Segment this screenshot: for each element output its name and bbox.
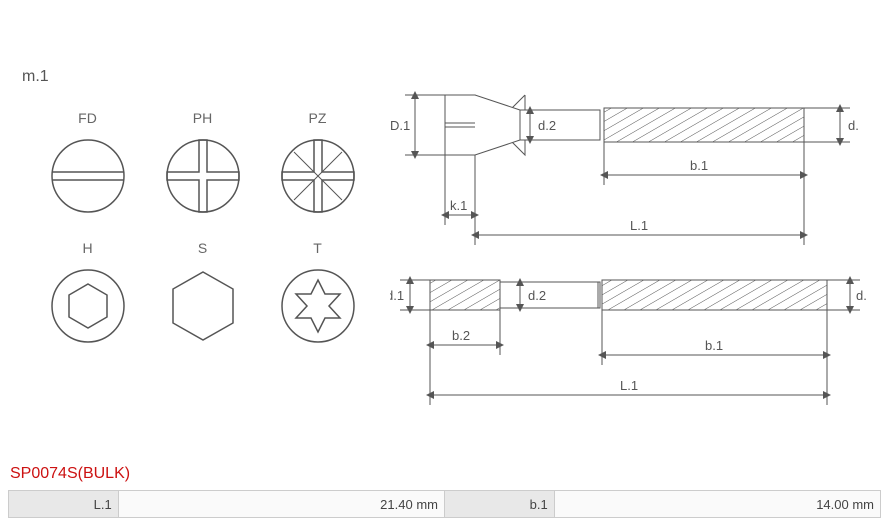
spec-key-0: L.1: [9, 491, 119, 518]
diagram-area: m.1 FD PH PZ: [0, 0, 889, 440]
head-fd-label: FD: [78, 110, 97, 126]
dim-D1: D.1: [390, 118, 410, 133]
spec-table: L.1 21.40 mm b.1 14.00 mm: [8, 490, 881, 518]
head-fd: FD: [30, 110, 145, 240]
spec-val-0: 21.40 mm: [118, 491, 444, 518]
drive-heads-grid: FD PH PZ: [30, 110, 375, 370]
hexsocket-icon: [48, 266, 128, 346]
dim-L1a: L.1: [630, 218, 648, 233]
pozidriv-icon: [278, 136, 358, 216]
page: m.1 FD PH PZ: [0, 0, 889, 518]
head-s-label: S: [198, 240, 207, 256]
head-h: H: [30, 240, 145, 370]
dim-db: d.: [856, 288, 867, 303]
slotted-icon: [48, 136, 128, 216]
dim-d2a: d.2: [538, 118, 556, 133]
torx-icon: [278, 266, 358, 346]
head-ph-label: PH: [193, 110, 212, 126]
hexhead-icon: [163, 266, 243, 346]
part-number: SP0074S(BULK): [10, 465, 130, 483]
head-s: S: [145, 240, 260, 370]
head-pz-label: PZ: [309, 110, 327, 126]
head-ph: PH: [145, 110, 260, 240]
phillips-icon: [163, 136, 243, 216]
dim-b1a: b.1: [690, 158, 708, 173]
dim-da: d.: [848, 118, 859, 133]
spec-val-1: 14.00 mm: [554, 491, 880, 518]
head-pz: PZ: [260, 110, 375, 240]
dim-L1b: L.1: [620, 378, 638, 393]
head-h-label: H: [82, 240, 92, 256]
dim-k1: k.1: [450, 198, 467, 213]
head-t-label: T: [313, 240, 322, 256]
dim-d2b: d.2: [528, 288, 546, 303]
dim-d1b: d.1: [390, 288, 404, 303]
spec-key-1: b.1: [444, 491, 554, 518]
section-code: m.1: [22, 68, 49, 86]
bolt-dimension-drawing: D.1 d.2 d. b.1 k.1: [390, 60, 870, 430]
dim-b2: b.2: [452, 328, 470, 343]
head-t: T: [260, 240, 375, 370]
dim-b1b: b.1: [705, 338, 723, 353]
table-row: L.1 21.40 mm b.1 14.00 mm: [9, 491, 881, 518]
